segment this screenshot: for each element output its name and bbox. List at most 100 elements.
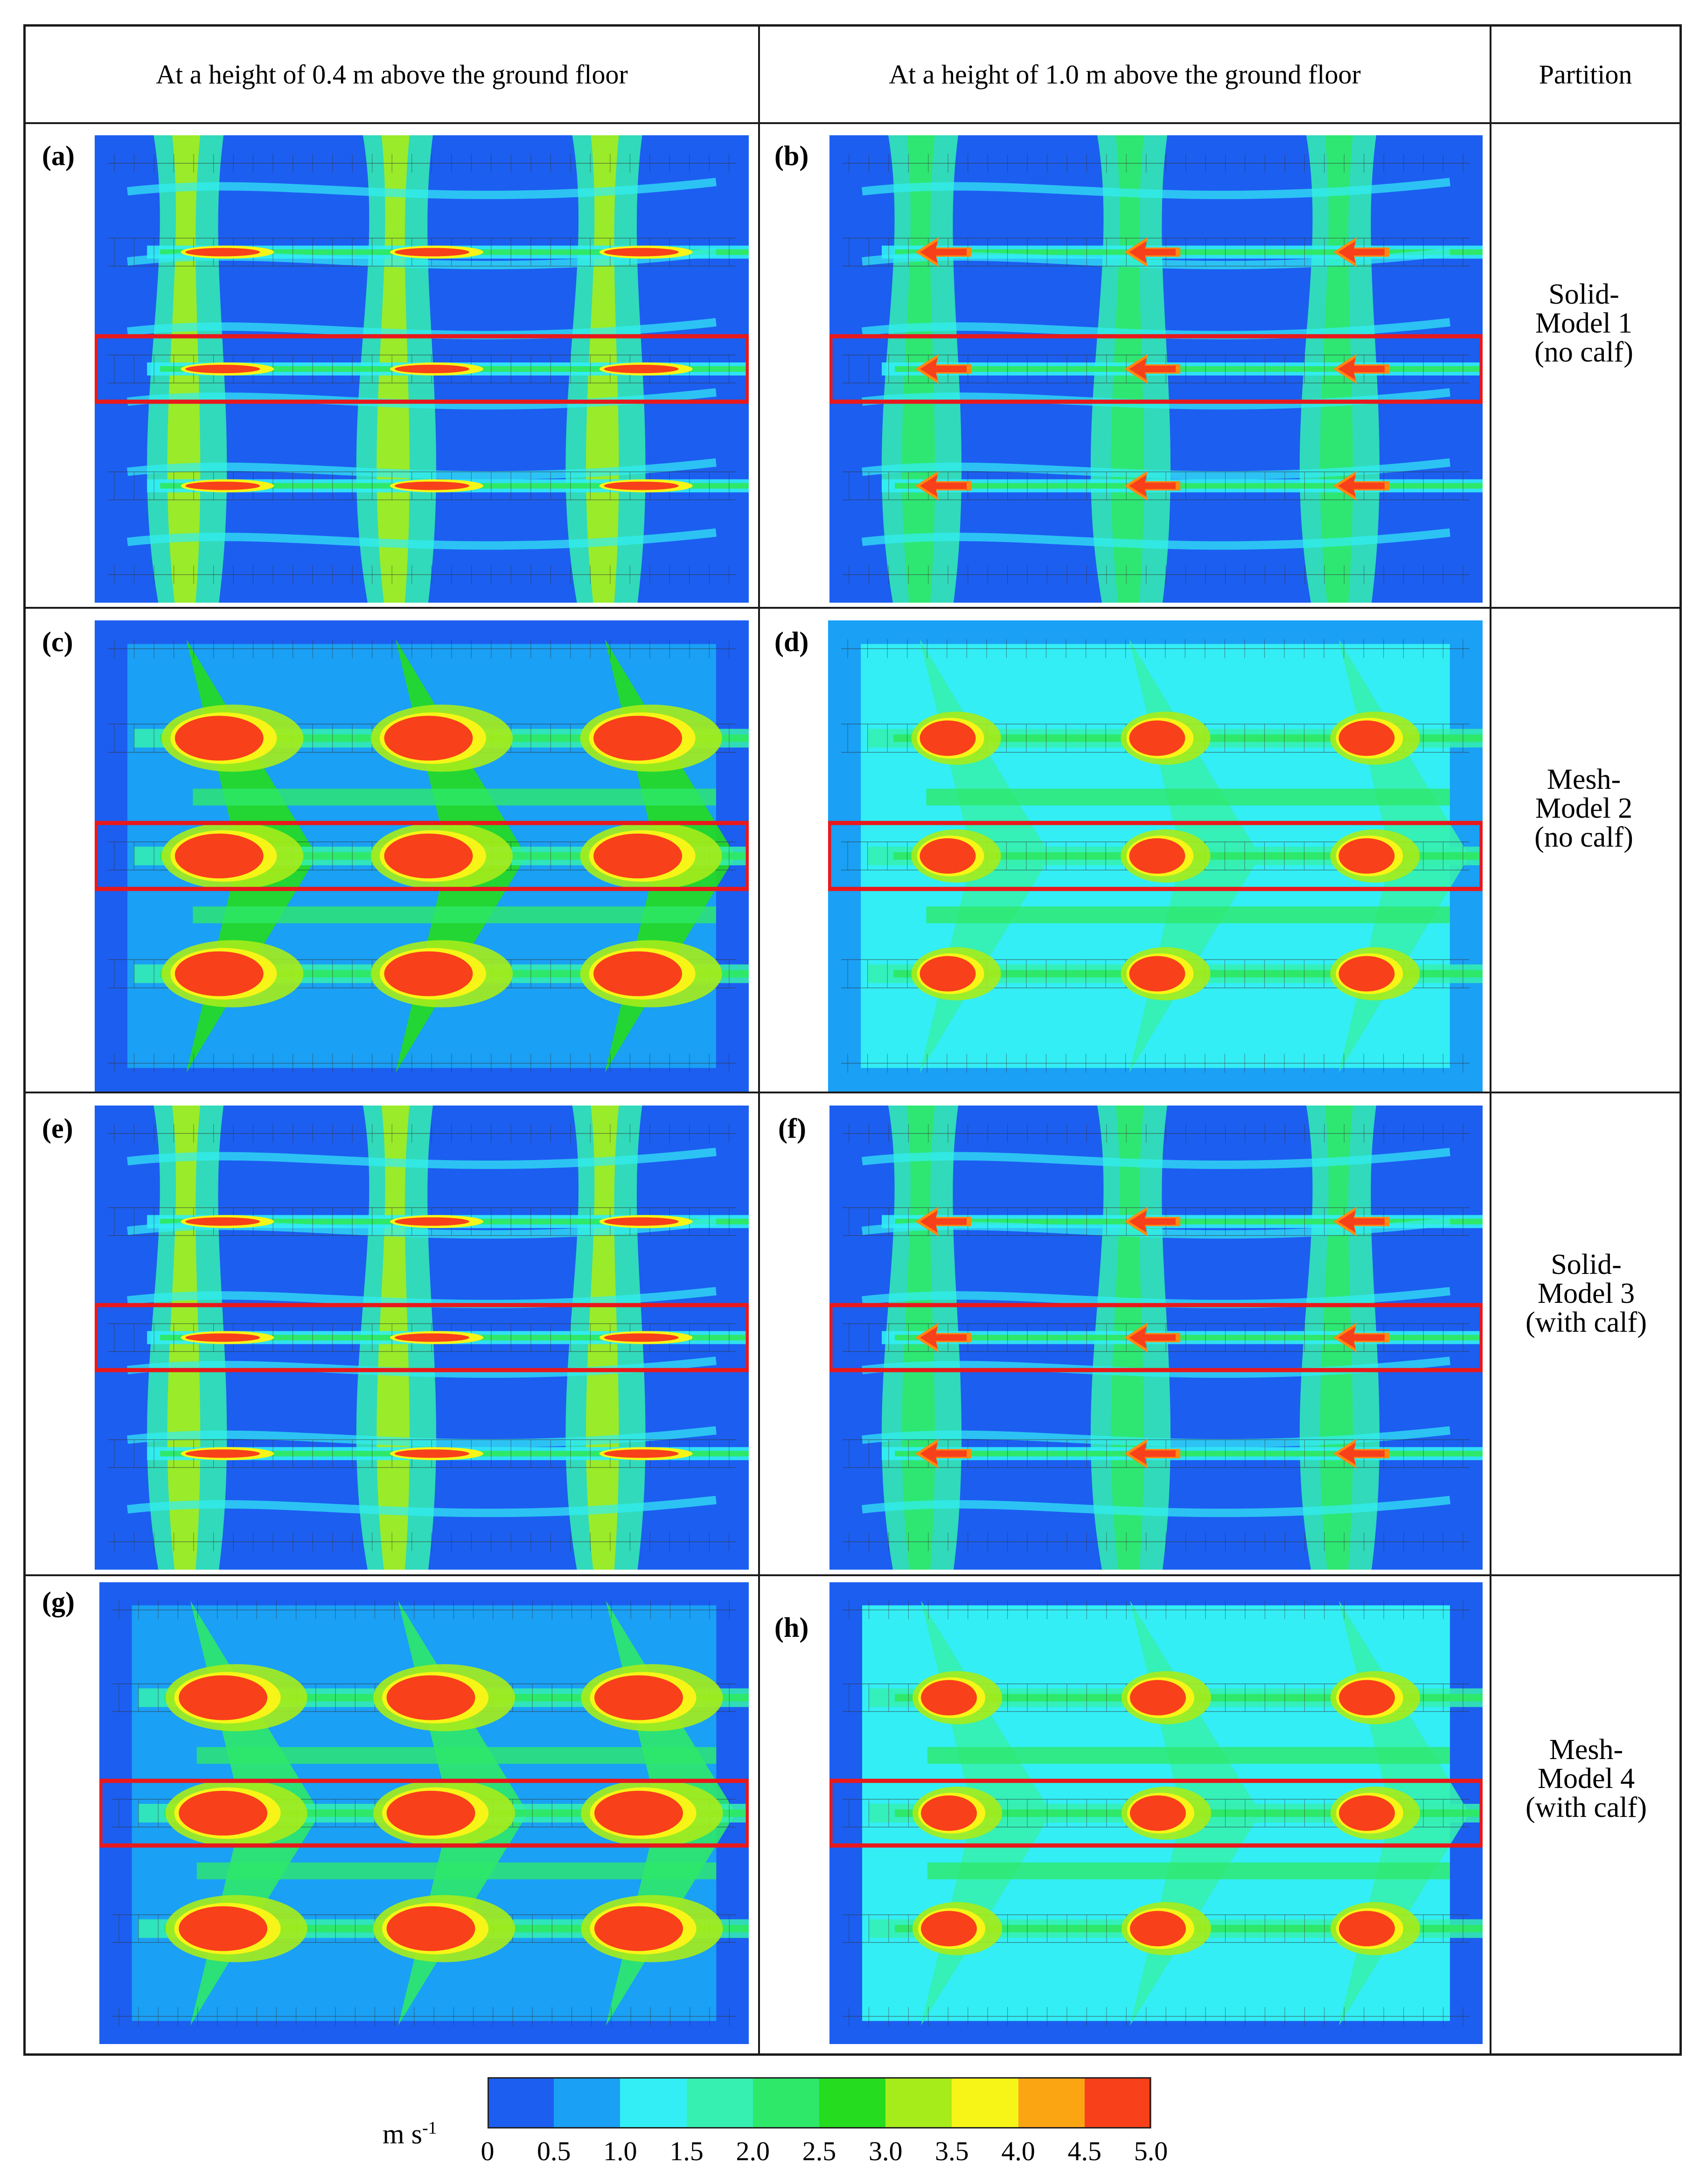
jet-core (1338, 720, 1395, 756)
colorbar-unit-base: m s (383, 2119, 423, 2149)
contour-plot (828, 620, 1483, 1092)
jet-core (920, 838, 976, 874)
jet-core (604, 1333, 679, 1342)
jet-arrow (1129, 1326, 1176, 1349)
panel-label-h: (h) (774, 1612, 809, 1643)
colorbar-segment (620, 2077, 687, 2128)
contour-panel-a (95, 135, 749, 603)
colorbar-segment (488, 2077, 555, 2128)
jet-core (179, 1675, 268, 1720)
jet-arrow (1129, 358, 1176, 380)
colorbar-segment (686, 2077, 753, 2128)
jet-arrow (1338, 1442, 1385, 1465)
colorbar (488, 2077, 1151, 2128)
inter-row-band (193, 788, 716, 806)
contour-plot (829, 135, 1483, 603)
contour-plot (829, 1106, 1483, 1570)
contour-panel-f (829, 1106, 1483, 1570)
swirl-contour (861, 178, 1450, 199)
partition-model: Model 4 (1537, 1763, 1635, 1794)
highlight-box (99, 1779, 749, 1848)
jet-core (1130, 1680, 1186, 1716)
contour-panel-c (95, 620, 749, 1092)
jet-core (921, 1680, 977, 1716)
colorbar-tick-label: 4.5 (1067, 2136, 1102, 2166)
partition-calf: (with calf) (1526, 1792, 1647, 1823)
jet-arrow (1338, 241, 1385, 264)
jet-core (185, 1217, 260, 1226)
velocity-streak-core (895, 1335, 1483, 1341)
jet-core (604, 1449, 679, 1458)
colorbar-tick-label: 2.5 (802, 2136, 836, 2166)
jet-core (1339, 1911, 1395, 1947)
jet-core (384, 716, 473, 761)
panel-label-b: (b) (774, 140, 809, 171)
swirl-contour (861, 1287, 1450, 1308)
colorbar-segment (1018, 2077, 1085, 2128)
jet-core (604, 481, 679, 490)
jet-core (604, 1217, 679, 1226)
jet-core (394, 365, 469, 373)
partition-type: Solid- (1548, 278, 1619, 310)
velocity-streak-core (895, 483, 1483, 489)
swirl-contour (127, 1426, 717, 1448)
swirl-contour (127, 1287, 717, 1308)
jet-core (179, 1791, 268, 1836)
swirl-contour (127, 318, 717, 340)
jet-core (386, 1675, 475, 1720)
contour-panel-h (829, 1582, 1483, 2044)
row-divider (26, 122, 1679, 124)
colorbar-unit: m s-1 (383, 2118, 437, 2150)
colorbar-segment (554, 2077, 621, 2128)
jet-core (604, 365, 679, 373)
jet-core (1339, 1795, 1395, 1831)
row-divider (26, 1574, 1679, 1576)
colorbar-tick-label: 5.0 (1134, 2136, 1168, 2166)
jet-core (1129, 956, 1185, 992)
jet-core (604, 248, 679, 257)
velocity-streak-core (895, 366, 1483, 372)
jet-core (593, 951, 683, 996)
swirl-contour (127, 1148, 717, 1169)
colorbar-segment (885, 2077, 953, 2128)
colorbar-tick-label: 4.0 (1001, 2136, 1035, 2166)
header-col-04m: At a height of 0.4 m above the ground fl… (156, 59, 628, 90)
jet-core (394, 248, 469, 257)
jet-core (174, 716, 264, 761)
jet-core (593, 834, 683, 878)
row-divider (26, 1092, 1679, 1093)
highlight-box (829, 1303, 1483, 1372)
jet-arrow (920, 474, 967, 497)
swirl-contour (861, 1495, 1450, 1517)
jet-core (386, 1906, 475, 1951)
jet-arrow (920, 358, 967, 380)
inter-row-band (927, 1862, 1450, 1879)
jet-core (185, 248, 260, 257)
column-divider (1490, 27, 1491, 2053)
column-divider (758, 27, 760, 2053)
highlight-box (95, 821, 749, 891)
colorbar-tick-label: 0 (481, 2136, 495, 2166)
jet-core (394, 1217, 469, 1226)
jet-core (1130, 1795, 1186, 1831)
jet-core (394, 481, 469, 490)
swirl-contour (861, 318, 1450, 340)
jet-arrow (920, 1326, 967, 1349)
jet-core (179, 1906, 268, 1951)
jet-arrow (1338, 474, 1385, 497)
partition-model: Model 3 (1537, 1278, 1635, 1309)
jet-arrow (920, 1210, 967, 1233)
jet-core (185, 1449, 260, 1458)
jet-arrow (1338, 358, 1385, 380)
partition-type: Solid- (1551, 1249, 1622, 1280)
contour-plot (829, 1582, 1483, 2044)
partition-label-model2: Mesh- Model 2 (no calf) (1493, 765, 1675, 852)
inter-row-band (196, 1747, 717, 1764)
partition-model: Model 2 (1535, 793, 1633, 824)
panel-label-e: (e) (42, 1113, 73, 1144)
jet-core (1130, 1911, 1186, 1947)
swirl-contour (861, 458, 1450, 480)
panel-label-a: (a) (42, 140, 75, 171)
colorbar-tick-label: 1.5 (669, 2136, 704, 2166)
jet-arrow (1338, 1210, 1385, 1233)
